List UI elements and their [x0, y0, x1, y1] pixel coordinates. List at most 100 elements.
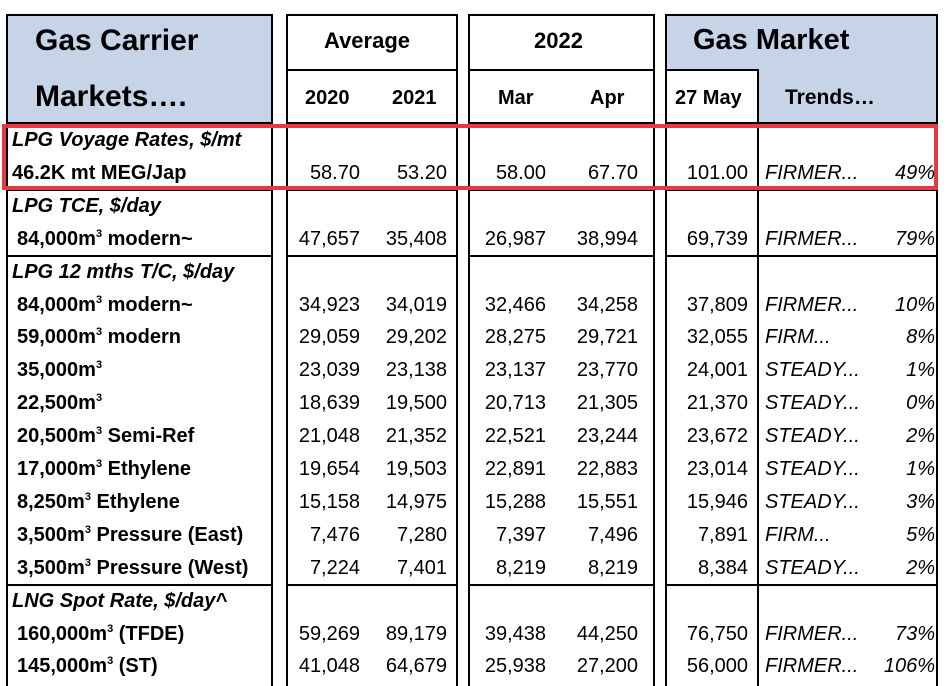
cell-apr: 27,200: [576, 655, 638, 678]
cell-apr: 22,883: [576, 458, 638, 480]
cell-2020: 18,639: [298, 392, 360, 415]
gas-market-label: Gas Market: [693, 24, 850, 56]
row-label-text: 160,000m: [17, 622, 108, 645]
row-label: 59,000m3 modern: [17, 321, 181, 354]
section-divider: [665, 254, 938, 257]
row-label-text: 3,500m: [17, 523, 85, 546]
cell-mar: 20,713: [484, 392, 546, 415]
row-label-suffix: Pressure (East): [90, 523, 244, 546]
cell-apr: 29,721: [576, 326, 638, 349]
average-label: Average: [324, 28, 411, 53]
trend-percent: 73%: [894, 622, 935, 645]
section-divider: [286, 254, 458, 257]
row-label-suffix: Pressure (West): [90, 556, 249, 579]
cell-2021: 19,500: [385, 392, 447, 415]
section-divider: [6, 583, 273, 586]
row-label-superscript: 3: [95, 326, 103, 339]
cell-27may: 21,370: [686, 392, 748, 415]
year-2022-column-block: [468, 122, 655, 686]
cell-2021: 35,408: [385, 227, 447, 250]
cell-27may: 101.00: [686, 161, 748, 184]
cell-27may: 56,000: [686, 655, 748, 678]
row-label: 84,000m3 modern~: [17, 223, 193, 256]
row-label: 22,500m3: [17, 387, 102, 420]
cell-mar: 7,397: [495, 523, 546, 546]
trend-cell: FIRMER...: [765, 293, 859, 316]
table-row: 17,000m3 Ethylene 19,654 19,503 22,891 22,88…: [0, 453, 947, 486]
section-divider: [286, 583, 458, 586]
average-column-block: [286, 122, 458, 686]
row-label-text: 59,000m: [17, 326, 96, 349]
table-row: 84,000m3 modern~ 34,923 34,019 32,466 34,258…: [0, 289, 947, 322]
row-label-superscript: 3: [107, 622, 114, 635]
cell-apr: 23,244: [576, 425, 638, 448]
cell-2020: 21,048: [298, 425, 360, 448]
section-divider: [468, 583, 655, 586]
cell-apr: 34,258: [576, 293, 638, 316]
trend-percent: 0%: [906, 392, 935, 415]
cell-2021: 53.20: [396, 161, 447, 184]
cell-2021: 89,179: [385, 622, 447, 645]
row-label: 8,250m3 Ethylene: [17, 486, 180, 519]
row-label: 3,500m3 Pressure (West): [17, 552, 248, 585]
col-header-trends: Trends…: [785, 86, 875, 109]
trend-cell: FIRM...: [765, 326, 831, 349]
cell-27may: 23,672: [686, 425, 748, 448]
col-header-2021: 2021: [392, 87, 437, 109]
cell-2020: 7,224: [309, 556, 360, 579]
trend-percent: 2%: [906, 425, 935, 448]
cell-2021: 23,138: [385, 359, 447, 382]
section-title-row: LPG TCE, $/day: [0, 190, 947, 223]
row-label-superscript: 3: [84, 556, 91, 569]
cell-2020: 58.70: [309, 161, 360, 184]
cell-27may: 7,891: [697, 523, 748, 546]
row-label-text: 35,000m: [17, 359, 96, 382]
cell-mar: 25,938: [484, 655, 546, 678]
table-row: 160,000m3 (TFDE) 59,269 89,179 39,438 44,250…: [0, 618, 947, 651]
table-row: 35,000m3 23,039 23,138 23,137 23,770 24,001 ST…: [0, 354, 947, 387]
cell-27may: 8,384: [697, 556, 748, 579]
trend-percent: 5%: [906, 523, 935, 546]
cell-mar: 26,987: [484, 227, 546, 250]
section-title-row: LNG Spot Rate, $/day^: [0, 585, 947, 618]
header-divider: [288, 69, 456, 71]
cell-2021: 7,280: [396, 523, 447, 546]
date-header-box: 27 May: [665, 69, 759, 128]
row-label-superscript: 3: [84, 523, 91, 536]
trend-percent: 49%: [894, 161, 935, 184]
row-label-superscript: 3: [95, 227, 103, 240]
row-label: 3,500m3 Pressure (East): [17, 519, 243, 552]
row-label-suffix: modern: [102, 326, 181, 349]
row-label-suffix: Semi-Ref: [102, 425, 195, 448]
trend-percent: 10%: [894, 293, 935, 316]
cell-mar: 15,288: [484, 490, 546, 513]
cell-2021: 34,019: [385, 293, 447, 316]
cell-apr: 23,770: [576, 359, 638, 382]
label-column-block: [6, 122, 273, 686]
gas-market-column-block: [665, 122, 938, 686]
cell-2021: 21,352: [385, 425, 447, 448]
cell-mar: 28,275: [484, 326, 546, 349]
table-row: 84,000m3 modern~ 47,657 35,408 26,987 38,994…: [0, 223, 947, 256]
row-label-superscript: 3: [95, 392, 103, 405]
section-divider: [6, 254, 273, 257]
col-header-apr: Apr: [590, 87, 625, 109]
table-row: 59,000m3 modern 29,059 29,202 28,275 29,721 3…: [0, 321, 947, 354]
table-row: 20,500m3 Semi-Ref 21,048 21,352 22,521 23,24…: [0, 420, 947, 453]
cell-apr: 7,496: [587, 523, 638, 546]
cell-2020: 34,923: [298, 293, 360, 316]
average-header-cell: Average 2020 2021: [286, 14, 458, 124]
trend-cell: FIRM...: [765, 523, 831, 546]
row-label-suffix: modern~: [102, 227, 193, 250]
row-label: 160,000m3 (TFDE): [17, 618, 184, 651]
section-divider: [665, 583, 938, 586]
trend-cell: FIRMER...: [765, 161, 859, 184]
cell-27may: 32,055: [686, 326, 748, 349]
cell-mar: 39,438: [484, 622, 546, 645]
section-title: LNG Spot Rate, $/day^: [12, 589, 228, 612]
row-label-text: 84,000m: [17, 227, 96, 250]
cell-mar: 22,891: [484, 458, 546, 480]
cell-2020: 47,657: [298, 227, 360, 250]
cell-apr: 15,551: [576, 490, 638, 513]
trend-cell: STEADY...: [765, 359, 860, 382]
